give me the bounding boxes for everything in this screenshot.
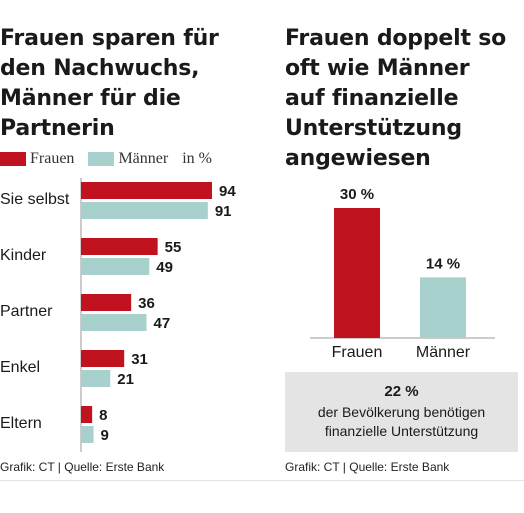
right-chart-title: Frauen doppelt so oft wie Männer auf fin… [285,26,507,171]
value-label: 47 [154,315,171,332]
value-label: 30 % [340,186,374,203]
value-label: 14 % [426,255,460,272]
value-label: 94 [219,183,236,200]
legend-label-maenner: Männer [118,150,169,167]
value-label: 91 [215,203,232,220]
bar-frauen [81,350,125,367]
bar-maenner [81,258,150,275]
bar-frauen [334,208,380,338]
legend-swatch-maenner [88,152,115,166]
legend: Frauen Männer in % [0,148,212,170]
bar-frauen [81,182,212,199]
summary-note: 22 % der Bevölkerung benötigen finanziel… [285,372,518,452]
left-source-footer: Grafik: CT | Quelle: Erste Bank [0,460,165,474]
bar-maenner [81,314,147,331]
bar-maenner [81,426,94,443]
category-label: Eltern [0,415,42,432]
bar-frauen [81,238,158,255]
value-label: 49 [156,259,173,276]
bar-maenner [81,202,208,219]
legend-swatch-frauen [0,152,26,166]
category-label: Sie selbst [0,191,70,208]
right-source-footer: Grafik: CT | Quelle: Erste Bank [285,460,450,474]
value-label: 9 [101,427,109,444]
summary-text: der Bevölkerung benötigen finanzielle Un… [317,404,486,439]
bar-maenner [420,277,466,338]
value-label: 21 [117,371,134,388]
value-label: 55 [165,239,182,256]
bar-maenner [81,370,111,387]
left-chart-title: Frauen sparen für den Nachwuchs, Männer … [0,26,219,141]
legend-label-frauen: Frauen [30,150,75,167]
summary-value: 22 % [384,383,419,400]
category-label: Kinder [0,247,47,264]
value-label: 36 [138,295,155,312]
category-label: Männer [416,344,471,361]
legend-unit: in % [182,150,212,167]
bottom-divider [0,480,524,481]
value-label: 31 [131,351,148,368]
category-label: Partner [0,303,53,320]
horizontal-bar-chart: Sie selbst 94 91 Kinder 55 49 Partner 36 47 Enkel… [0,178,236,452]
category-label: Frauen [332,344,383,361]
vertical-bar-chart: 30 % Frauen 14 % Männer [310,186,495,361]
value-label: 8 [99,407,107,424]
bar-frauen [81,406,93,423]
category-label: Enkel [0,359,40,376]
bar-frauen [81,294,132,311]
